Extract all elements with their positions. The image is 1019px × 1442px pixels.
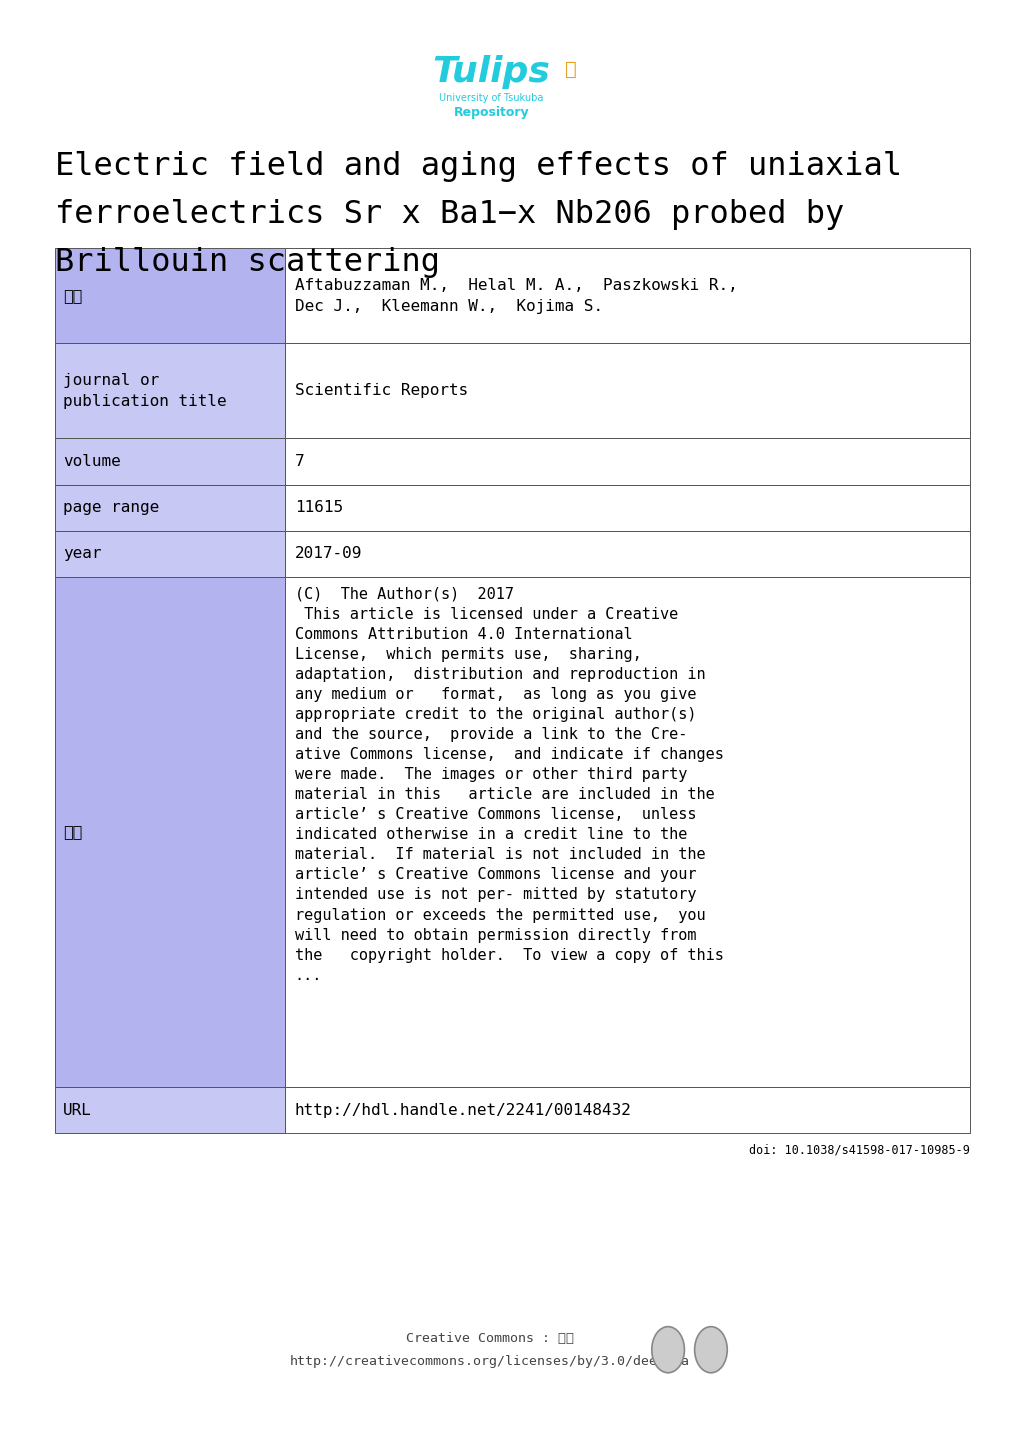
- Text: page range: page range: [63, 500, 159, 515]
- Text: 2017-09: 2017-09: [294, 547, 362, 561]
- Text: journal or
publication title: journal or publication title: [63, 373, 226, 408]
- Bar: [284, 343, 969, 438]
- Text: 著者: 著者: [63, 288, 83, 303]
- Text: (C)  The Author(s)  2017
 This article is licensed under a Creative
Commons Attr: (C) The Author(s) 2017 This article is l…: [294, 587, 722, 982]
- Text: URL: URL: [63, 1103, 92, 1118]
- Text: cc: cc: [661, 1345, 674, 1354]
- Text: Creative Commons : 表示: Creative Commons : 表示: [406, 1331, 573, 1345]
- Bar: [284, 248, 969, 343]
- Text: Tulips: Tulips: [432, 55, 550, 89]
- Circle shape: [694, 1327, 727, 1373]
- Text: doi: 10.1038/s41598-017-10985-9: doi: 10.1038/s41598-017-10985-9: [748, 1144, 969, 1156]
- Circle shape: [651, 1327, 684, 1373]
- Bar: [55, 1087, 284, 1133]
- Text: Brillouin scattering: Brillouin scattering: [55, 247, 439, 277]
- Text: http://hdl.handle.net/2241/00148432: http://hdl.handle.net/2241/00148432: [294, 1103, 631, 1118]
- Text: http://creativecommons.org/licenses/by/3.0/deed.ja: http://creativecommons.org/licenses/by/3…: [289, 1354, 689, 1368]
- Bar: [284, 1087, 969, 1133]
- Bar: [55, 248, 284, 343]
- Text: Scientific Reports: Scientific Reports: [294, 384, 468, 398]
- Text: volume: volume: [63, 454, 121, 469]
- Text: year: year: [63, 547, 102, 561]
- Bar: [55, 438, 284, 485]
- Text: 権利: 権利: [63, 825, 83, 839]
- Text: BY: BY: [704, 1345, 716, 1354]
- Text: 7: 7: [294, 454, 304, 469]
- Text: Electric field and aging effects of uniaxial: Electric field and aging effects of unia…: [55, 151, 901, 182]
- Text: Ⓡ: Ⓡ: [565, 59, 577, 79]
- Bar: [284, 577, 969, 1087]
- Text: Repository: Repository: [453, 105, 529, 120]
- Bar: [284, 438, 969, 485]
- Bar: [284, 485, 969, 531]
- Bar: [55, 485, 284, 531]
- Bar: [284, 531, 969, 577]
- Bar: [55, 343, 284, 438]
- Text: University of Tsukuba: University of Tsukuba: [439, 94, 543, 102]
- Text: 11615: 11615: [294, 500, 342, 515]
- Bar: [55, 577, 284, 1087]
- Bar: [55, 531, 284, 577]
- Text: Aftabuzzaman M.,  Helal M. A.,  Paszkowski R.,
Dec J.,  Kleemann W.,  Kojima S.: Aftabuzzaman M., Helal M. A., Paszkowski…: [294, 278, 737, 313]
- Text: ferroelectrics Sr x Ba1−x Nb206 probed by: ferroelectrics Sr x Ba1−x Nb206 probed b…: [55, 199, 844, 229]
